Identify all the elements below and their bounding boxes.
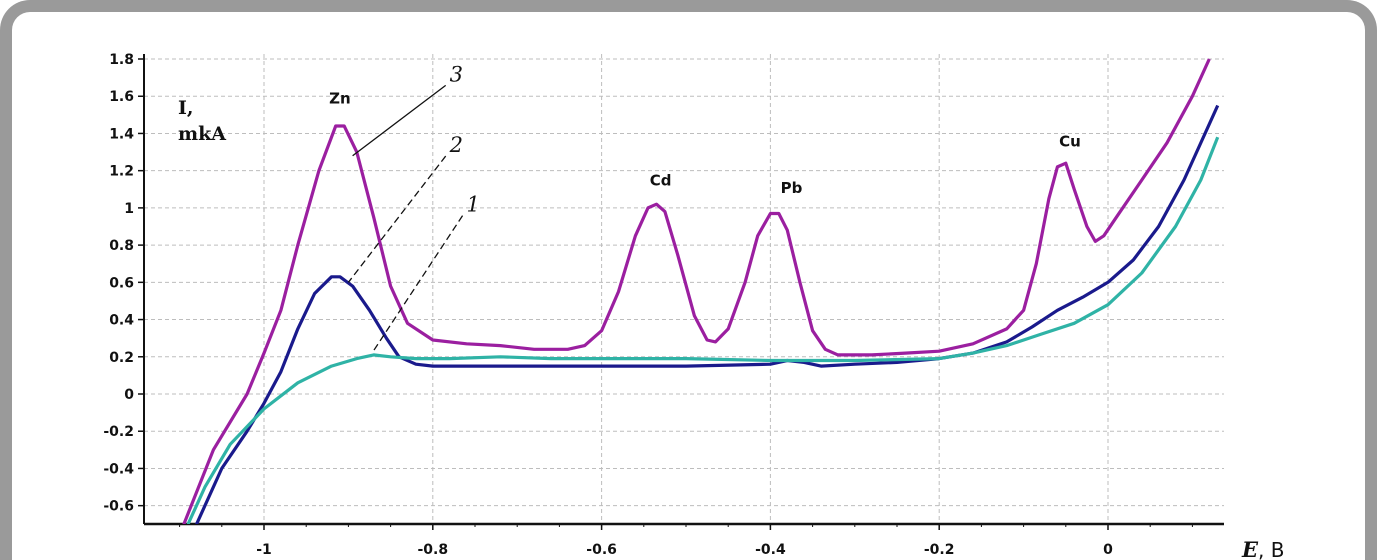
curve-number-3: 3 [450, 62, 463, 86]
series-line-1 [186, 136, 1220, 524]
y-tick-label: 1 [124, 201, 134, 217]
y-tick-label: 0.8 [109, 238, 134, 254]
peak-label-cu: Cu [1059, 132, 1081, 150]
y-tick-label: 0.6 [109, 275, 134, 291]
y-tick-label: -0.6 [103, 499, 134, 515]
x-axis-label: E, B [1241, 537, 1284, 560]
axes [138, 54, 1224, 530]
curve-number-2: 2 [449, 133, 463, 157]
curve-number-1: 1 [467, 193, 480, 217]
x-tick-label: -0.8 [417, 542, 448, 558]
series-line-3 [182, 58, 1211, 524]
curve-leader-lines: 3 2 1 [347, 62, 480, 354]
y-tick-label: -0.4 [103, 461, 134, 477]
x-tick-label: -0.6 [586, 542, 617, 558]
x-tick-labels: -1 -0.8 -0.6 -0.4 -0.2 0 [256, 542, 1113, 558]
leader-line-1 [371, 215, 464, 354]
series-group [182, 58, 1220, 524]
x-axis-unit: , B [1258, 538, 1284, 560]
peak-label-cd: Cd [650, 172, 672, 190]
y-axis-label-line2: mkA [178, 123, 226, 145]
peak-label-pb: Pb [781, 179, 803, 197]
x-tick-label: -0.2 [924, 542, 955, 558]
y-tick-label: 0.2 [109, 350, 134, 366]
peak-label-zn: Zn [329, 90, 351, 108]
x-axis-symbol: E [1241, 537, 1259, 560]
leader-line-3 [352, 84, 447, 157]
y-tick-label: 1.4 [109, 126, 134, 142]
series-line-2 [195, 104, 1220, 524]
y-tick-labels: 1.8 1.6 1.4 1.2 1 0.8 0.6 0.4 0.2 0 -0.2 -0.4 -0.6 [103, 52, 134, 515]
grid-lines [144, 54, 1224, 524]
y-tick-label: 0 [124, 387, 134, 403]
leader-line-2 [347, 155, 447, 283]
y-tick-label: 1.6 [109, 89, 134, 105]
x-tick-label: -1 [256, 542, 272, 558]
y-axis-label-line1: I, [178, 97, 194, 119]
x-tick-label: -0.4 [755, 542, 786, 558]
peak-annotations: Zn Cd Pb Cu [329, 90, 1081, 197]
y-tick-label: 1.2 [109, 164, 134, 180]
y-tick-label: 0.4 [109, 313, 134, 329]
x-tick-label: 0 [1103, 542, 1113, 558]
voltammogram-chart: 1.8 1.6 1.4 1.2 1 0.8 0.6 0.4 0.2 0 -0.2 -0.4 -0.6 -… [103, 52, 1284, 560]
y-tick-label: -0.2 [103, 424, 134, 440]
y-tick-label: 1.8 [109, 52, 134, 68]
